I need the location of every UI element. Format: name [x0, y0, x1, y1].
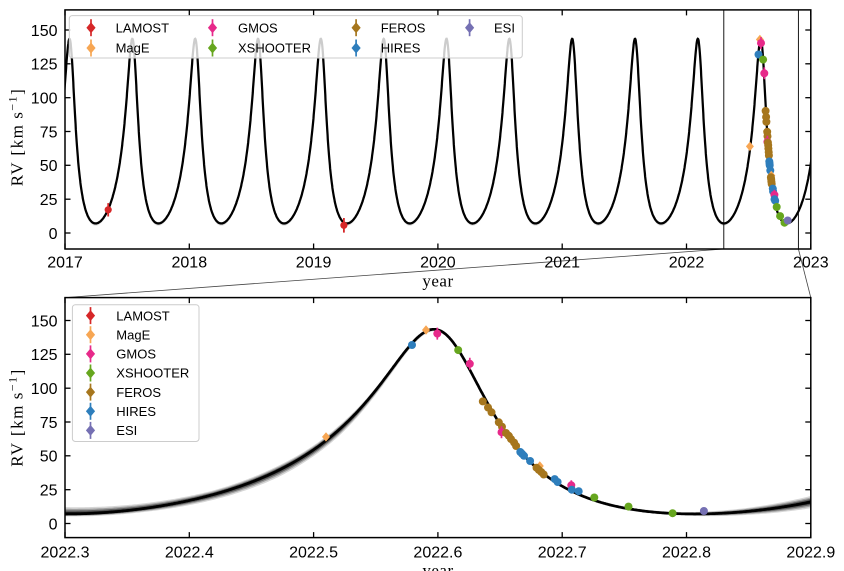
svg-text:MagE: MagE: [116, 327, 150, 342]
svg-text:year: year: [422, 272, 453, 291]
svg-text:50: 50: [40, 449, 58, 466]
svg-text:125: 125: [31, 347, 58, 364]
svg-text:RV [km s−1]: RV [km s−1]: [6, 88, 27, 187]
svg-text:75: 75: [40, 415, 58, 432]
svg-text:2017: 2017: [47, 255, 83, 272]
svg-text:150: 150: [31, 313, 58, 330]
svg-text:2023: 2023: [793, 255, 829, 272]
svg-text:2022.8: 2022.8: [662, 544, 711, 561]
svg-text:100: 100: [31, 381, 58, 398]
svg-text:100: 100: [31, 91, 58, 108]
svg-text:2022.7: 2022.7: [538, 544, 587, 561]
svg-text:0: 0: [49, 516, 58, 533]
svg-text:25: 25: [40, 192, 58, 209]
svg-text:150: 150: [31, 23, 58, 40]
svg-text:LAMOST: LAMOST: [116, 20, 170, 35]
svg-text:RV [km s−1]: RV [km s−1]: [6, 368, 27, 467]
svg-text:XSHOOTER: XSHOOTER: [238, 41, 311, 56]
svg-text:year: year: [422, 561, 453, 571]
svg-text:125: 125: [31, 57, 58, 74]
svg-text:HIRES: HIRES: [381, 41, 421, 56]
svg-text:2022.4: 2022.4: [165, 544, 214, 561]
svg-text:ESI: ESI: [116, 423, 137, 438]
svg-text:2022.9: 2022.9: [786, 544, 835, 561]
svg-text:GMOS: GMOS: [238, 20, 278, 35]
svg-text:2018: 2018: [172, 255, 208, 272]
svg-text:25: 25: [40, 483, 58, 500]
svg-text:FEROS: FEROS: [381, 20, 426, 35]
svg-text:50: 50: [40, 158, 58, 175]
svg-text:MagE: MagE: [116, 41, 150, 56]
svg-text:2022.5: 2022.5: [289, 544, 338, 561]
svg-text:GMOS: GMOS: [116, 347, 156, 362]
svg-text:XSHOOTER: XSHOOTER: [116, 366, 189, 381]
svg-text:2022.6: 2022.6: [413, 544, 462, 561]
svg-text:2021: 2021: [544, 255, 580, 272]
svg-text:LAMOST: LAMOST: [116, 308, 170, 323]
svg-text:ESI: ESI: [494, 20, 515, 35]
svg-text:FEROS: FEROS: [116, 385, 161, 400]
svg-text:2020: 2020: [420, 255, 456, 272]
svg-text:75: 75: [40, 124, 58, 141]
svg-text:2019: 2019: [296, 255, 332, 272]
svg-text:HIRES: HIRES: [116, 404, 156, 419]
svg-text:0: 0: [49, 226, 58, 243]
svg-text:2022.3: 2022.3: [41, 544, 90, 561]
svg-text:2022: 2022: [669, 255, 705, 272]
